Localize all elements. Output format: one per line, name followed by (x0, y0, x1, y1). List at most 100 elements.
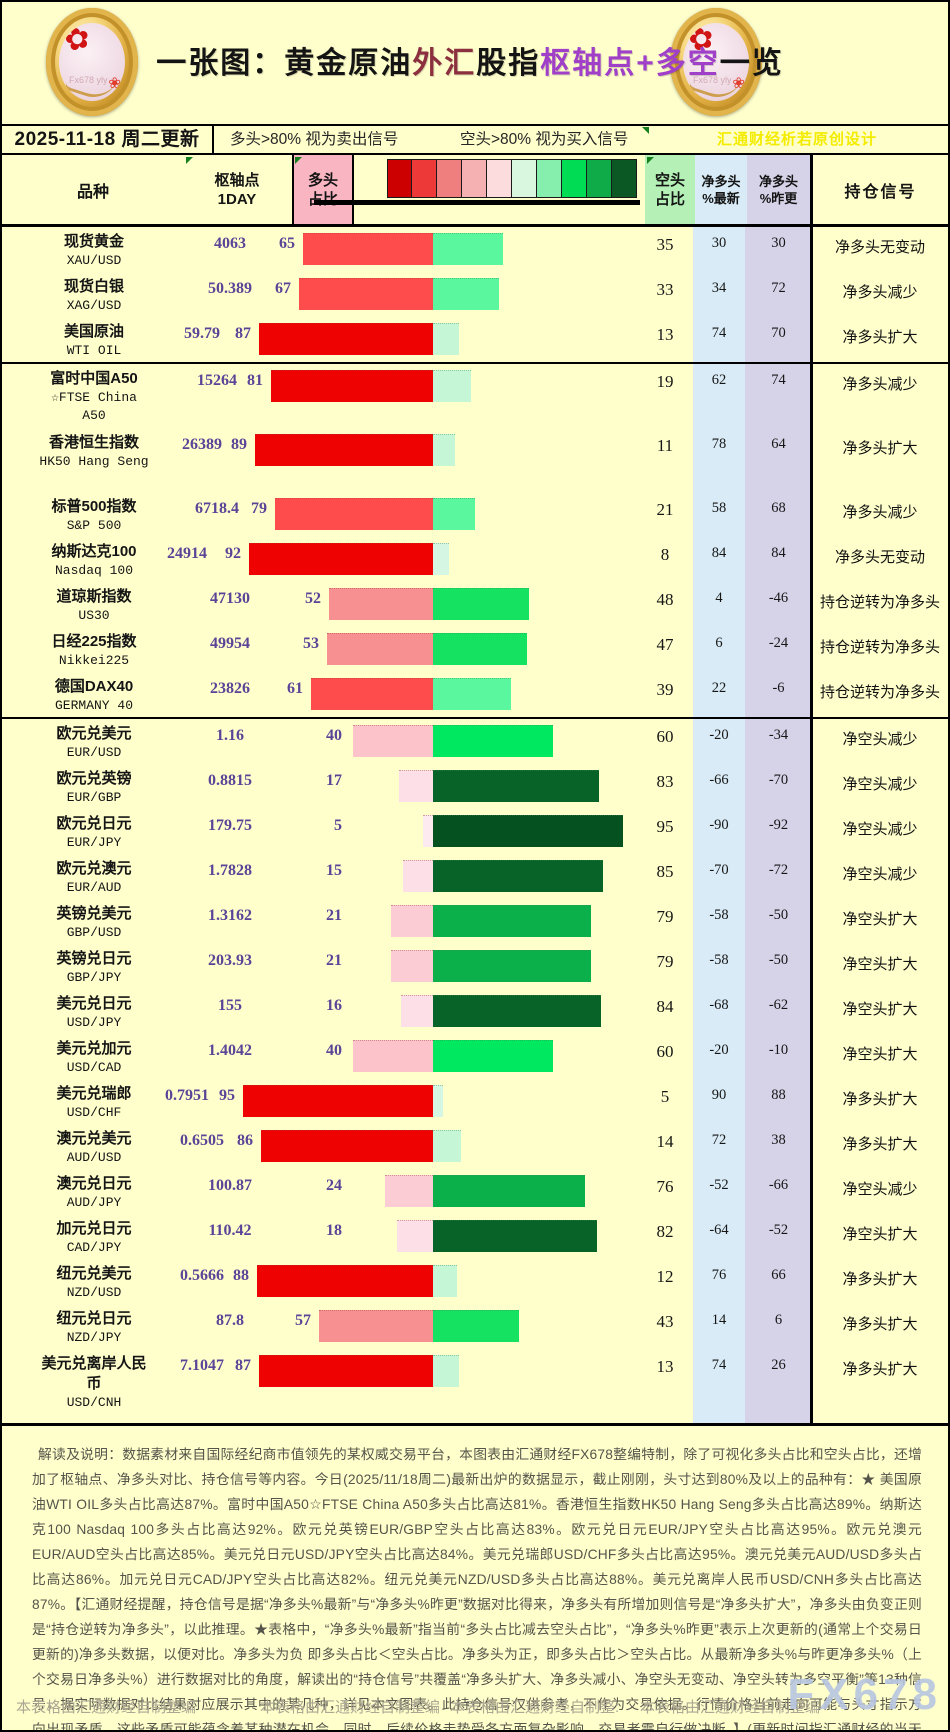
long-ratio-value: 88 (233, 1267, 249, 1284)
long-ratio-value: 18 (326, 1222, 342, 1239)
long-ratio-value: 87 (235, 1357, 251, 1374)
instrument-symbol: USD/CAD (66, 1060, 122, 1075)
long-ratio-bar (259, 323, 433, 355)
long-ratio-bar (319, 1310, 433, 1342)
fx678-watermark: FX678 (787, 1670, 942, 1719)
credit-text: 本表格由汇通财经自制整编 (260, 1699, 441, 1716)
pivot-value: 0.8815 (208, 772, 252, 789)
pivot-value: 4063 (214, 235, 246, 252)
table-row: 欧元兑澳元 EUR/AUD 1.7828 15 85 -70 -72 净空头减少 (2, 854, 948, 899)
position-signal: 净多头扩大 (842, 1316, 918, 1333)
date-band: 2025-11-18 周二更新 多头>80% 视为卖出信号 空头>80% 视为买… (2, 124, 948, 155)
col-header-signal: 持仓信号 (810, 155, 948, 224)
net-long-latest-value: 22 (711, 680, 727, 696)
instrument-name: 现货黄金 XAU/USD (8, 232, 180, 270)
net-long-latest-value: 34 (711, 280, 727, 296)
table-row: 欧元兑英镑 EUR/GBP 0.8815 17 83 -66 -70 净空头减少 (2, 764, 948, 809)
net-long-prev-value: 88 (771, 1087, 786, 1103)
pivot-value: 7.1047 (180, 1357, 224, 1374)
instrument-name-cn: 美元兑瑞郎 (56, 1085, 132, 1102)
short-ratio-value: 43 (656, 1312, 674, 1331)
short-ratio-value: 83 (656, 772, 674, 791)
col-header-pivot: 枢轴点 1DAY (184, 155, 290, 224)
net-long-latest-value: -64 (709, 1222, 729, 1238)
col-header-long-ratio: 多头 占比 (292, 155, 354, 224)
long-ratio-value: 81 (247, 372, 263, 389)
net-long-prev-value: -66 (768, 1177, 789, 1193)
short-ratio-bar (433, 950, 591, 982)
net-long-latest-value: 58 (711, 500, 727, 516)
col-header-pivot-line1: 枢轴点 (214, 171, 260, 189)
position-signal: 净多头减少 (842, 284, 918, 301)
instrument-name: 欧元兑英镑 EUR/GBP (8, 769, 180, 807)
long-ratio-bar (353, 1040, 433, 1072)
long-ratio-bar (243, 1085, 433, 1117)
table-row: 加元兑日元 CAD/JPY 110.42 18 82 -64 -52 净空头扩大 (2, 1214, 948, 1259)
instrument-symbol: NZD/USD (66, 1285, 122, 1300)
long-ratio-value: 40 (326, 727, 342, 744)
pivot-value: 24914 (167, 545, 207, 562)
net-long-latest-value: 84 (711, 545, 727, 561)
long-ratio-value: 17 (326, 772, 342, 789)
instrument-symbol: USD/JPY (66, 1015, 122, 1030)
position-signal: 净多头无变动 (834, 239, 925, 256)
instrument-name-cn: 纽元兑美元 (56, 1265, 132, 1282)
pivot-value: 1.4042 (208, 1042, 252, 1059)
legend-underline (314, 200, 640, 205)
instrument-name: 纽元兑日元 NZD/JPY (8, 1309, 180, 1347)
instrument-name-cn: 纳斯达克100 (51, 543, 137, 560)
net-long-latest-value: 72 (711, 1132, 727, 1148)
pivot-value: 110.42 (208, 1222, 252, 1239)
logo-inner: ✿ ❀ Fx678 yly (59, 23, 125, 101)
instrument-symbol: Nasdaq 100 (54, 563, 133, 578)
short-ratio-value: 19 (656, 372, 674, 391)
short-ratio-value: 12 (656, 1267, 674, 1286)
col-header-net-latest: 净多头 %最新 (695, 155, 747, 224)
short-ratio-bar (433, 815, 623, 847)
short-ratio-bar (433, 1130, 461, 1162)
short-ratio-value: 35 (656, 235, 674, 254)
long-ratio-value: 21 (326, 907, 342, 924)
short-ratio-value: 5 (660, 1087, 670, 1106)
instrument-name: 纳斯达克100 Nasdaq 100 (8, 542, 180, 580)
net-long-prev-value: 70 (771, 325, 786, 341)
instrument-name-cn: 纽元兑日元 (56, 1310, 132, 1327)
title-segment: 股指 (476, 47, 541, 80)
signal-column-divider (810, 227, 813, 1423)
legend-color-cell (412, 159, 437, 198)
pivot-value: 1.3162 (208, 907, 252, 924)
net-long-prev-value: -24 (768, 635, 789, 651)
color-scale-legend (387, 159, 637, 198)
net-long-prev-value: -46 (768, 590, 789, 606)
short-ratio-bar (433, 434, 455, 466)
instrument-symbol: HK50 Hang Seng (39, 454, 149, 469)
instrument-name-cn: 美元兑日元 (56, 995, 132, 1012)
instrument-name-cn: 澳元兑日元 (56, 1175, 132, 1192)
col-header-short-line2: 占比 (654, 190, 685, 208)
net-long-latest-value: -52 (709, 1177, 729, 1193)
position-signal: 净多头减少 (842, 504, 918, 521)
long-ratio-bar (329, 588, 433, 620)
pivot-value: 100.87 (208, 1177, 252, 1194)
position-signal: 净空头减少 (842, 866, 918, 883)
col-header-net-prev-line2: %昨更 (759, 190, 798, 206)
net-long-prev-value: -50 (768, 907, 789, 923)
net-long-prev-value: -70 (768, 772, 789, 788)
instrument-name: 美元兑离岸人民币 USD/CNH (8, 1354, 180, 1412)
col-header-net-prev-line1: 净多头 (758, 173, 798, 189)
instrument-name-cn: 欧元兑澳元 (56, 860, 132, 877)
long-ratio-bar (391, 905, 433, 937)
position-signal: 净多头扩大 (842, 1361, 918, 1378)
legend-color-cell (462, 159, 487, 198)
short-ratio-bar (433, 725, 553, 757)
long-ratio-bar (403, 860, 433, 892)
net-long-latest-value: 30 (711, 235, 727, 251)
position-signal: 净空头扩大 (842, 1226, 918, 1243)
instrument-name-cn: 加元兑日元 (56, 1220, 132, 1237)
position-signal: 持仓逆转为净多头 (819, 684, 940, 701)
long-ratio-value: 86 (237, 1132, 253, 1149)
short-ratio-bar (433, 498, 475, 530)
instrument-name-cn: 道琼斯指数 (56, 588, 132, 605)
short-ratio-value: 13 (656, 1357, 674, 1376)
pivot-value: 203.93 (208, 952, 252, 969)
